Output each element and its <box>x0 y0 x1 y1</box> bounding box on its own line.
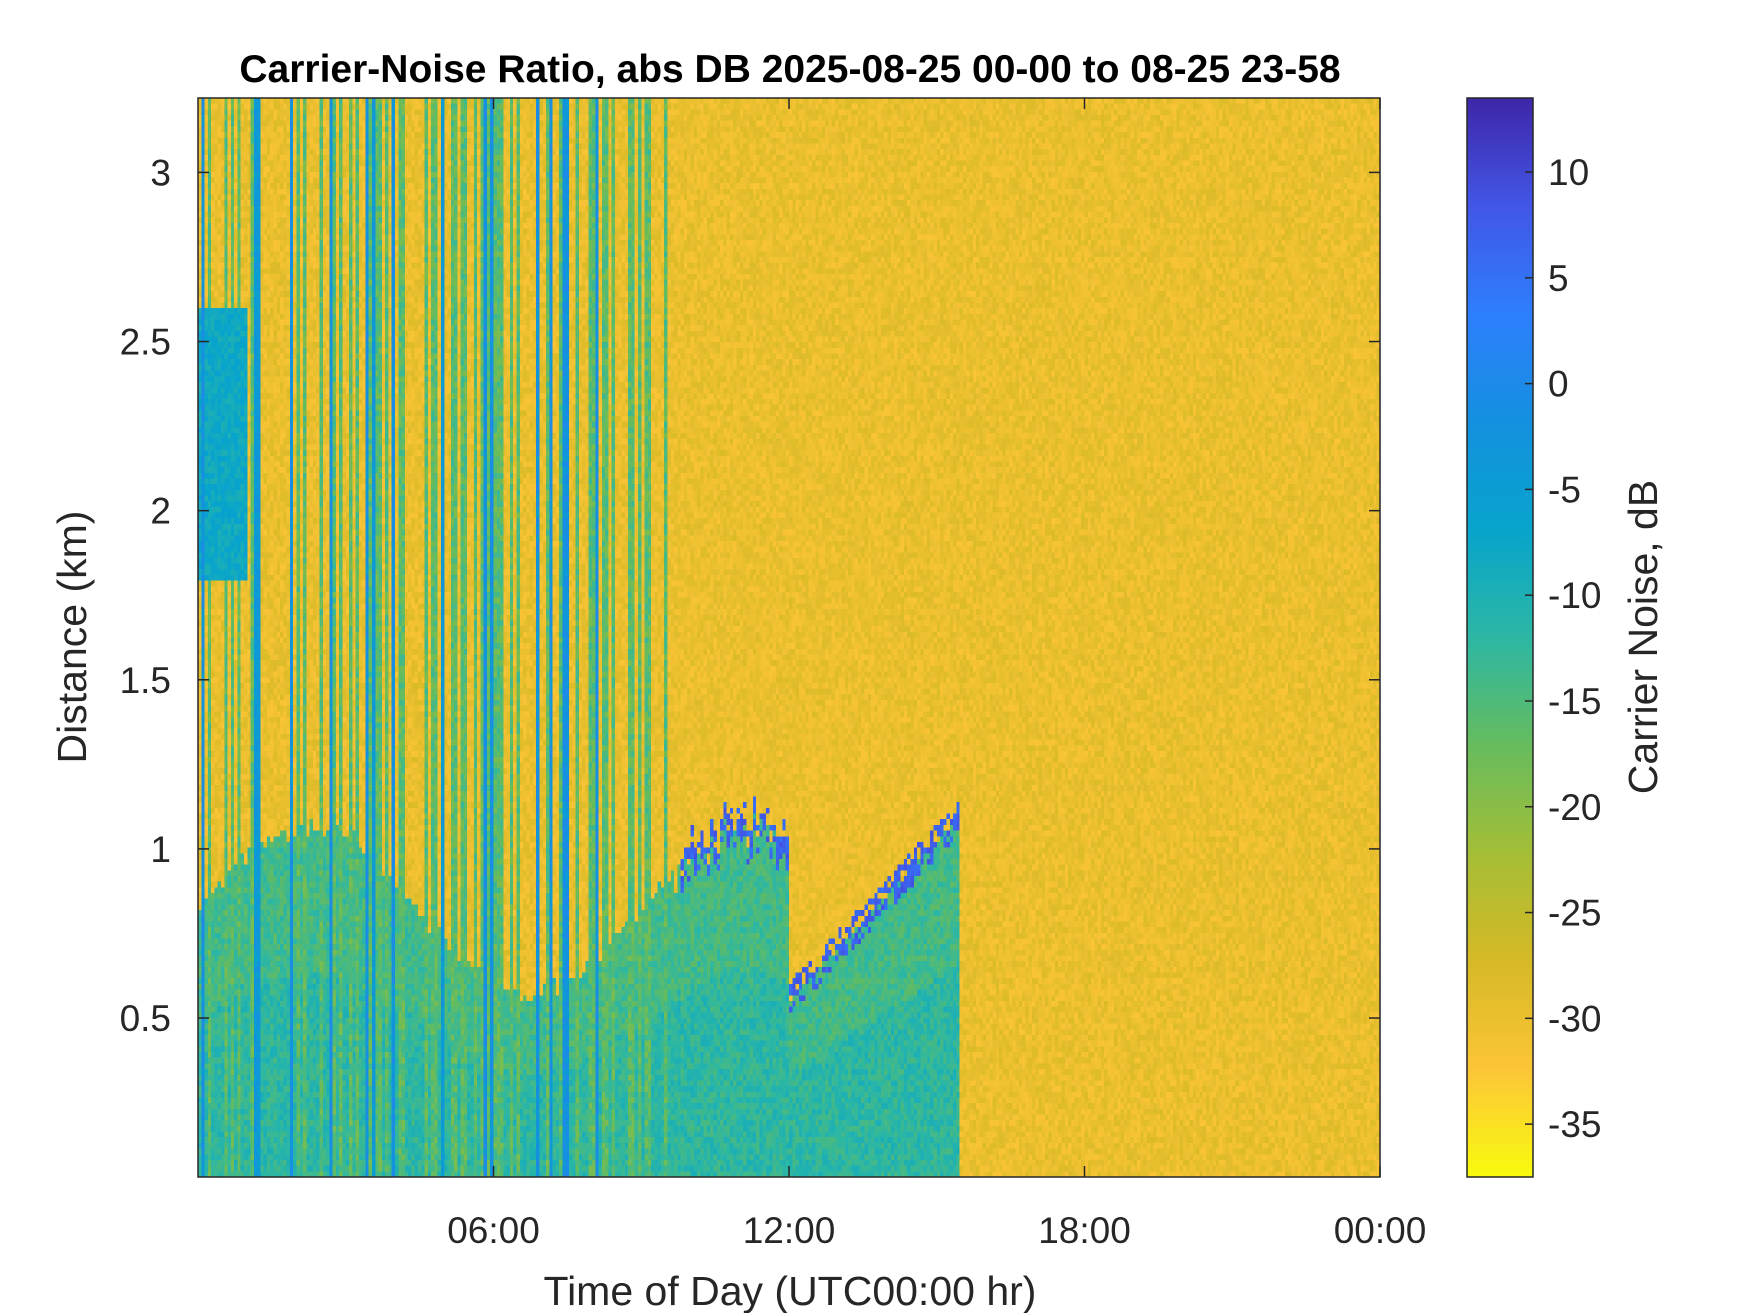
colorbar-tick-label: -25 <box>1548 893 1601 934</box>
colorbar-ticks: 10 5 0 -5 -10 -15 -20 -25 -30 -35 <box>1525 152 1601 1145</box>
colorbar: 10 5 0 -5 -10 -15 -20 -25 -30 -35 <box>1466 97 1601 1178</box>
colorbar-tick-label: -20 <box>1548 787 1601 828</box>
y-tick-label: 2.5 <box>120 322 171 363</box>
colorbar-label: Carrier Noise, dB <box>1620 480 1666 794</box>
colorbar-gradient <box>1466 97 1534 1178</box>
colorbar-tick-label: -30 <box>1548 998 1601 1039</box>
chart-title: Carrier-Noise Ratio, abs DB 2025-08-25 0… <box>239 48 1340 91</box>
x-axis-label: Time of Day (UTC00:00 hr) <box>544 1268 1037 1313</box>
y-tick-label: 2 <box>150 491 171 532</box>
x-tick-label: 06:00 <box>447 1210 540 1251</box>
y-axis: 0.5 1 1.5 2 2.5 3 <box>120 152 1380 1039</box>
colorbar-tick-label: -15 <box>1548 681 1601 722</box>
colorbar-tick-label: -35 <box>1548 1104 1601 1145</box>
x-tick-label: 00:00 <box>1334 1210 1427 1251</box>
colorbar-tick-label: -5 <box>1548 469 1581 510</box>
x-tick-label: 18:00 <box>1038 1210 1131 1251</box>
heatmap-image <box>198 98 1380 1177</box>
plot-area: 06:00 12:00 18:00 00:00 0.5 1 1.5 2 2.5 3 <box>120 97 1426 1251</box>
colorbar-tick-label: 5 <box>1548 258 1569 299</box>
colorbar-tick-label: 10 <box>1548 152 1589 193</box>
x-tick-label: 12:00 <box>743 1210 836 1251</box>
x-axis: 06:00 12:00 18:00 00:00 <box>447 98 1426 1251</box>
y-tick-label: 1 <box>150 829 171 870</box>
colorbar-tick-label: -10 <box>1548 575 1601 616</box>
colorbar-tick-label: 0 <box>1548 364 1569 405</box>
y-axis-label: Distance (km) <box>49 511 95 764</box>
y-tick-label: 1.5 <box>120 660 171 701</box>
y-tick-label: 3 <box>150 152 171 193</box>
y-tick-label: 0.5 <box>120 998 171 1039</box>
